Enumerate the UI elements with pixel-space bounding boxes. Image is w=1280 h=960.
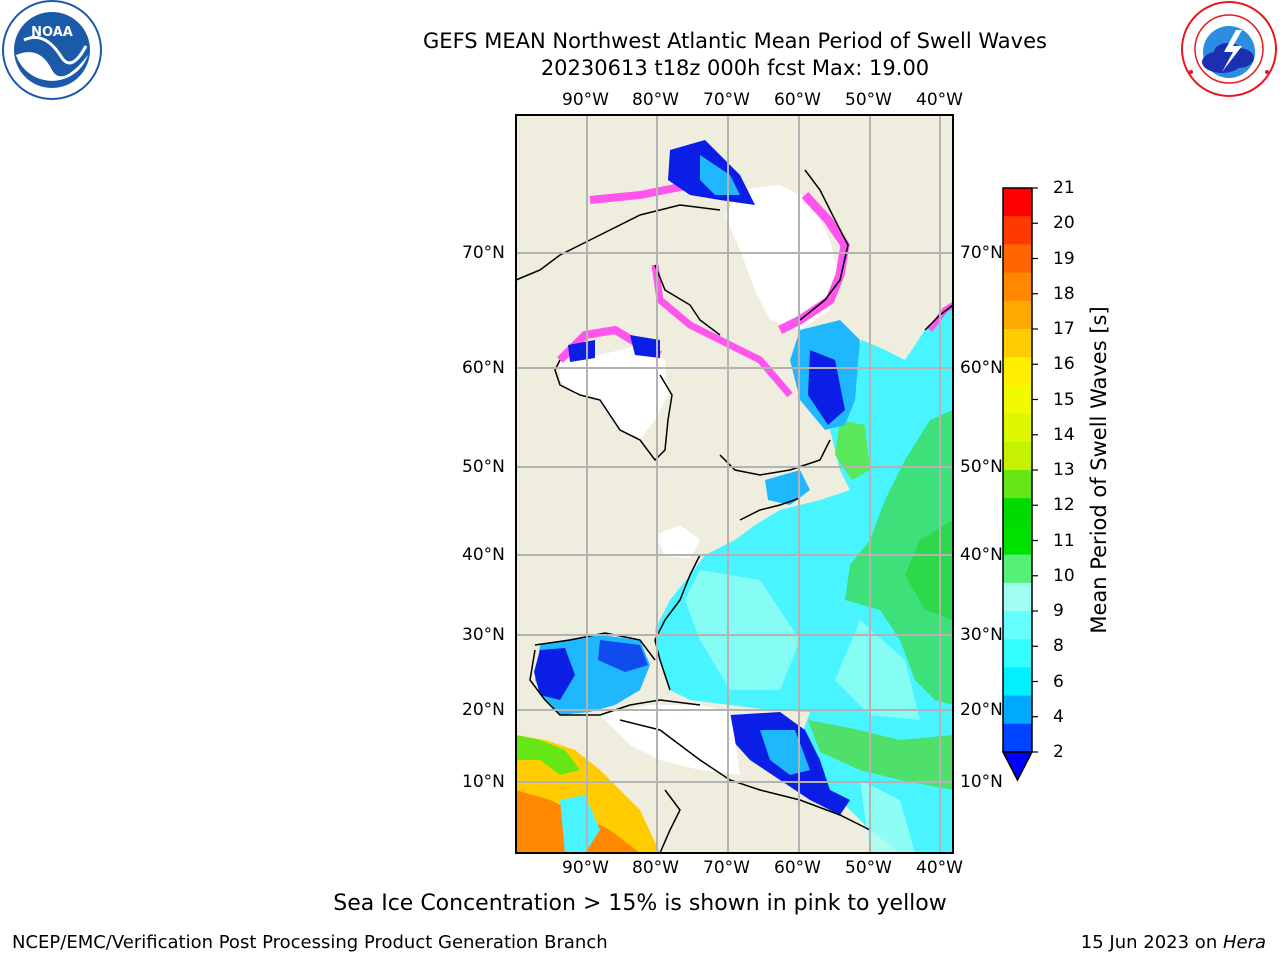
colorbar-tick-marks — [1032, 187, 1038, 753]
footer-date-text: 15 Jun 2023 on — [1080, 932, 1223, 953]
colorbar-segment — [1003, 667, 1032, 697]
nws-logo — [1181, 1, 1277, 97]
gulf-of-mexico-deep — [598, 640, 648, 672]
colorbar-segment — [1003, 413, 1032, 443]
colorbar-extend-arrow — [1001, 751, 1034, 782]
colorbar-segment — [1003, 272, 1032, 302]
central-america-nodata — [600, 705, 740, 775]
lon-label-top: 70°W — [703, 90, 750, 110]
colorbar-tick-label: 10 — [1053, 565, 1075, 586]
lat-label-right: 70°N — [960, 243, 1003, 263]
lat-label-left: 10°N — [462, 772, 505, 792]
graticule — [516, 115, 953, 853]
lat-label-right: 50°N — [960, 457, 1003, 477]
lat-label-left: 40°N — [462, 545, 505, 565]
colorbar — [1003, 188, 1032, 753]
colorbar-tick-label: 2 — [1053, 742, 1064, 762]
colorbar-segment — [1003, 470, 1032, 499]
colorbar-segment — [1003, 554, 1032, 584]
light-cyan-zone — [685, 570, 800, 690]
footer-date: 15 Jun 2023 on Hera — [1081, 932, 1266, 953]
lon-label-bottom: 90°W — [562, 858, 609, 878]
colorbar-tick-label: 17 — [1053, 319, 1075, 339]
noaa-logo: NOAA — [2, 0, 102, 100]
gulf-of-mexico-deep — [534, 648, 575, 700]
coastlines — [516, 169, 953, 853]
baffin-north — [700, 155, 740, 195]
caribbean-sea — [760, 730, 810, 775]
lat-label-left: 20°N — [462, 700, 505, 720]
colorbar-segment — [1003, 526, 1032, 556]
map-frame — [515, 114, 954, 854]
lon-label-top: 80°W — [632, 90, 679, 110]
hudson-pocket — [568, 340, 595, 362]
lat-label-right: 60°N — [960, 358, 1003, 378]
footer-machine: Hera — [1222, 932, 1266, 953]
colorbar-segment — [1003, 329, 1032, 358]
colorbar-segment — [1003, 498, 1032, 527]
noaa-logo-text: NOAA — [31, 25, 73, 40]
sea-ice-band — [651, 264, 793, 398]
lon-label-top: 90°W — [562, 90, 609, 110]
lon-label-bottom: 60°W — [774, 858, 821, 878]
colorbar-segment — [1003, 639, 1032, 668]
lon-label-top: 40°W — [916, 90, 963, 110]
colorbar-segment — [1003, 188, 1032, 217]
colorbar-tick-label: 15 — [1053, 389, 1075, 410]
lon-label-top: 50°W — [845, 90, 892, 110]
colorbar-segment — [1003, 582, 1032, 612]
lat-label-left: 30°N — [462, 625, 505, 645]
lon-label-bottom: 50°W — [845, 858, 892, 878]
colorbar-label: Mean Period of Swell Waves [s] — [1087, 306, 1111, 633]
colorbar-segment — [1003, 357, 1032, 386]
map-title: GEFS MEAN Northwest Atlantic Mean Period… — [423, 29, 1047, 53]
colorbar-tick-label: 14 — [1053, 424, 1075, 445]
lon-label-top: 60°W — [774, 90, 821, 110]
green-period-zone — [835, 420, 870, 480]
map-subtitle: 20230613 t18z 000h fcst Max: 19.00 — [540, 56, 930, 80]
lat-label-left: 70°N — [462, 243, 505, 263]
lat-label-right: 20°N — [960, 700, 1003, 720]
lat-label-left: 60°N — [462, 358, 505, 378]
colorbar-tick-label: 19 — [1053, 248, 1075, 269]
great-lakes — [655, 525, 700, 558]
colorbar-tick-label: 11 — [1053, 530, 1075, 551]
lat-label-right: 10°N — [960, 772, 1003, 792]
lat-label-left: 50°N — [462, 457, 505, 477]
colorbar-tick-label: 20 — [1053, 213, 1075, 234]
lat-label-right: 30°N — [960, 625, 1003, 645]
lon-label-bottom: 40°W — [916, 858, 963, 878]
colorbar-tick-label: 21 — [1053, 178, 1075, 198]
colorbar-segment — [1003, 216, 1032, 245]
colorbar-tick-label: 16 — [1053, 354, 1075, 375]
lon-label-bottom: 70°W — [703, 858, 750, 878]
colorbar-tick-label: 6 — [1053, 671, 1064, 692]
colorbar-segment — [1003, 611, 1032, 640]
colorbar-segment — [1003, 723, 1032, 753]
green-period-zone — [845, 410, 953, 705]
colorbar-segment — [1003, 695, 1032, 725]
colorbar-tick-label: 12 — [1053, 495, 1075, 516]
hudson-pocket — [630, 335, 660, 358]
sea-ice-note: Sea Ice Concentration > 15% is shown in … — [333, 891, 947, 916]
colorbar-segment — [1003, 244, 1032, 274]
light-cyan-zone — [835, 620, 920, 720]
colorbar-tick-label: 4 — [1053, 706, 1064, 727]
green-period-zone — [808, 720, 953, 790]
colorbar-segment — [1003, 300, 1032, 330]
footer-branch: NCEP/EMC/Verification Post Processing Pr… — [12, 932, 608, 953]
baffin-bay — [725, 185, 840, 330]
light-cyan-zone — [860, 780, 915, 853]
colorbar-segment — [1003, 441, 1032, 471]
colorbar-tick-label: 9 — [1053, 601, 1064, 621]
colorbar-tick-label: 18 — [1053, 283, 1075, 304]
east-pacific-cyan — [560, 795, 600, 853]
colorbar-tick-label: 13 — [1053, 460, 1075, 480]
colorbar-tick-label: 8 — [1053, 636, 1064, 657]
lon-label-bottom: 80°W — [632, 858, 679, 878]
colorbar-segment — [1003, 385, 1032, 415]
east-pacific-green — [516, 735, 580, 775]
lat-label-right: 40°N — [960, 545, 1003, 565]
